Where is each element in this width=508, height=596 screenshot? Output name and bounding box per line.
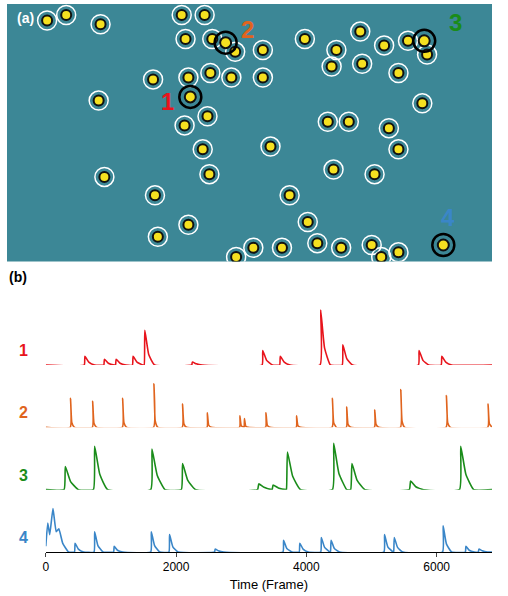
- svg-text:1: 1: [19, 342, 28, 359]
- svg-text:Time (Frame): Time (Frame): [230, 577, 308, 592]
- svg-text:4: 4: [441, 204, 455, 231]
- svg-text:2: 2: [241, 16, 254, 43]
- svg-text:3: 3: [19, 467, 28, 484]
- svg-text:3: 3: [449, 9, 462, 36]
- svg-text:4: 4: [19, 529, 28, 546]
- svg-text:2: 2: [19, 404, 28, 421]
- svg-text:1: 1: [161, 88, 174, 115]
- svg-text:(b): (b): [9, 269, 27, 285]
- svg-text:2000: 2000: [163, 560, 190, 574]
- svg-text:4000: 4000: [293, 560, 320, 574]
- svg-text:0: 0: [42, 560, 49, 574]
- svg-text:(a): (a): [17, 10, 34, 26]
- svg-text:6000: 6000: [423, 560, 450, 574]
